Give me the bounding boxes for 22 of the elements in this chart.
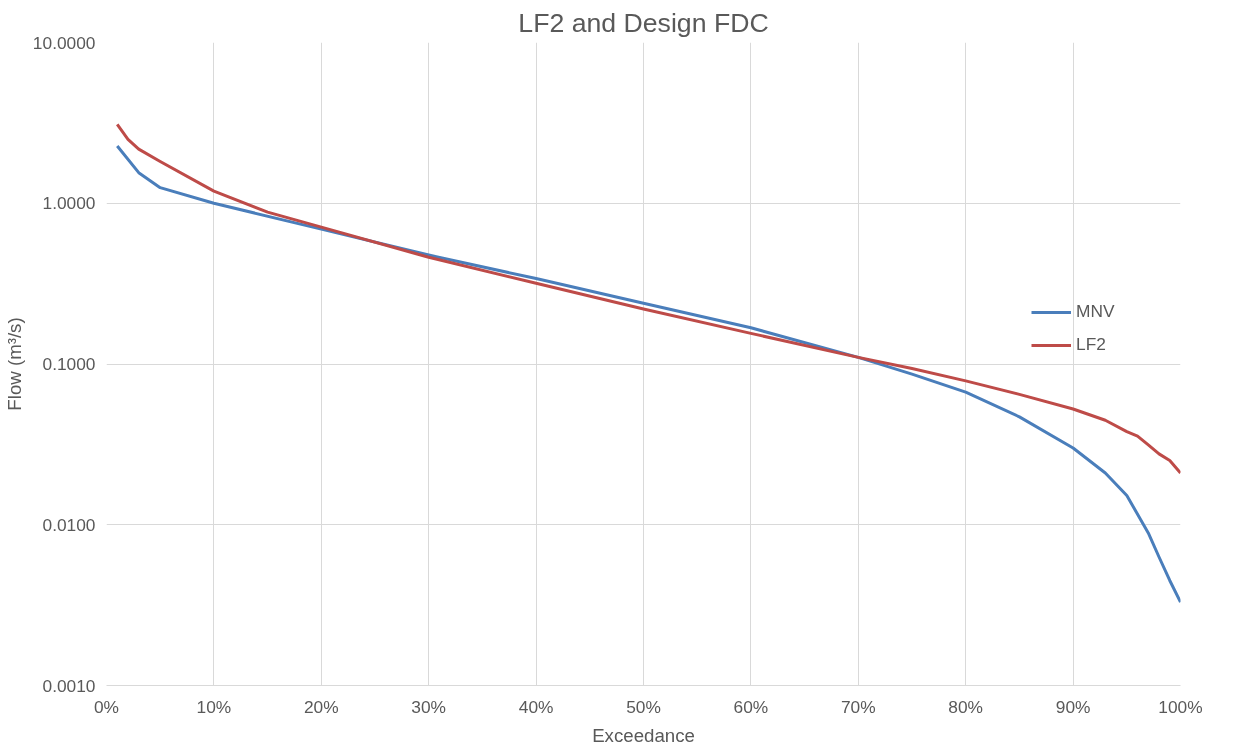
line-series	[115, 122, 1181, 475]
x-tick-label: 30%	[411, 696, 447, 717]
y-tick-label: 0.0100	[42, 514, 96, 535]
y-tick-label: 0.0010	[42, 675, 96, 696]
chart-title: LF2 and Design FDC	[518, 7, 769, 38]
x-tick-label: 80%	[948, 696, 984, 717]
y-tick-label: 0.1000	[42, 354, 96, 374]
y-tick-label: 10.0000	[32, 32, 96, 53]
x-tick-label: 10%	[196, 696, 232, 717]
x-tick-label: 50%	[626, 696, 661, 717]
x-tick-label: 40%	[518, 696, 554, 717]
y-axis-title: Flow (m³/s)	[3, 317, 25, 411]
legend-label: MNV	[1076, 301, 1115, 322]
x-axis-title: Exceedance	[592, 724, 695, 746]
x-tick-label: 90%	[1055, 696, 1091, 717]
x-tick-label: 0%	[93, 696, 120, 717]
y-tick-label: 1.0000	[42, 193, 96, 214]
x-tick-label: 20%	[303, 696, 339, 717]
legend-label: LF2	[1076, 334, 1106, 355]
x-tick-label: 70%	[840, 696, 876, 717]
x-tick-label: 100%	[1158, 696, 1203, 717]
x-tick-label: 60%	[733, 696, 769, 717]
